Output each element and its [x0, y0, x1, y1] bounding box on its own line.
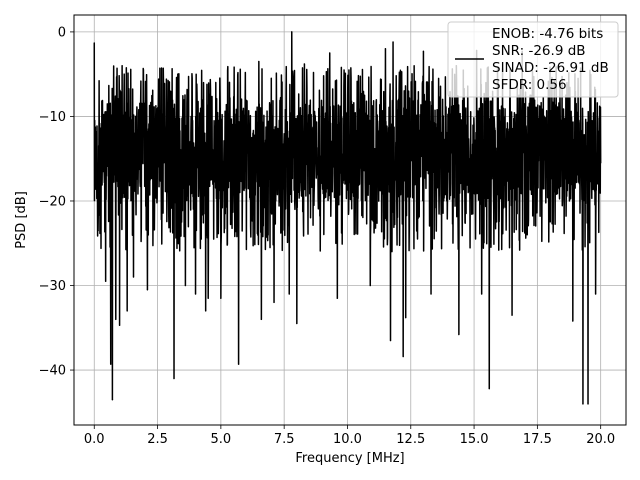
psd-dip-point	[511, 314, 513, 316]
psd-peak-point	[422, 50, 425, 52]
psd-dip-point	[173, 377, 175, 380]
x-tick-label: 5.0	[211, 432, 232, 447]
psd-dip-point	[194, 293, 197, 295]
psd-dip-point	[205, 310, 207, 312]
psd-dip-point	[220, 297, 222, 299]
psd-dip-point	[572, 320, 574, 322]
x-tick-label: 20.0	[586, 432, 615, 447]
psd-dip-point	[389, 339, 392, 342]
psd-peak-point	[93, 42, 95, 44]
x-tick-label: 7.5	[274, 432, 295, 447]
y-tick-label: −40	[39, 364, 66, 379]
psd-series	[93, 31, 602, 405]
psd-dip-point	[582, 403, 584, 405]
psd-dip-point	[595, 293, 597, 295]
legend-item-enob: ENOB: -4.76 bits	[492, 26, 603, 42]
psd-dip-point	[488, 388, 490, 390]
psd-peak-point	[384, 48, 387, 50]
psd-dip-point	[273, 301, 275, 304]
x-tick-label: 2.5	[147, 432, 168, 447]
y-axis-ticks: 0 −10 −20 −30 −40	[39, 25, 74, 379]
psd-dip-point	[184, 284, 187, 287]
psd-dip-point	[481, 293, 483, 295]
psd-peak-point	[177, 73, 179, 75]
y-tick-label: −10	[39, 110, 66, 125]
y-tick-label: 0	[58, 25, 66, 40]
psd-dip-point	[118, 324, 121, 326]
psd-peak-point	[303, 63, 306, 65]
psd-dip-point	[587, 403, 589, 405]
psd-dip-point	[132, 276, 135, 278]
x-axis-label: Frequency [MHz]	[295, 451, 404, 466]
psd-dip-point	[126, 310, 128, 312]
legend-box	[447, 21, 619, 98]
psd-dip-point	[111, 399, 114, 401]
psd-dip-point	[110, 363, 112, 365]
psd-dip-point	[146, 289, 149, 291]
x-tick-label: 15.0	[460, 432, 489, 447]
psd-dip-point	[288, 293, 290, 295]
psd-peak-point	[329, 52, 331, 54]
legend: ENOB: -4.76 bits SNR: -26.9 dB SINAD: -2…	[447, 21, 619, 98]
psd-peak-point	[121, 65, 123, 67]
y-tick-label: −20	[39, 194, 66, 209]
psd-dip-point	[405, 317, 407, 319]
legend-item-sinad: SINAD: -26.91 dB	[492, 60, 609, 76]
x-tick-label: 0.0	[84, 432, 105, 447]
psd-dip-point	[458, 333, 460, 336]
psd-dip-point	[115, 318, 117, 320]
y-tick-label: −30	[39, 279, 66, 294]
psd-dip-point	[237, 363, 240, 365]
plot-frame	[73, 14, 627, 426]
x-axis-ticks: 0.0 2.5 5.0 7.5 10.0 12.5 15.0 17.5 20.0	[84, 425, 615, 447]
legend-item-snr: SNR: -26.9 dB	[492, 43, 586, 59]
psd-dip-point	[296, 322, 298, 325]
x-tick-label: 10.0	[333, 432, 362, 447]
psd-dip-point	[97, 229, 99, 232]
x-tick-label: 17.5	[523, 432, 552, 447]
psd-dip-point	[336, 297, 338, 299]
psd-peak-point	[258, 60, 260, 63]
psd-line	[93, 31, 602, 405]
psd-dip-point	[207, 297, 209, 299]
x-tick-label: 12.5	[396, 432, 425, 447]
psd-dip-point	[105, 280, 107, 282]
psd-peak-point	[392, 41, 394, 43]
psd-dip-point	[402, 355, 404, 358]
legend-item-sfdr: SFDR: 0.56	[492, 77, 567, 93]
psd-dip-point	[430, 293, 432, 295]
psd-dip-point	[369, 284, 371, 287]
y-axis-label: PSD [dB]	[14, 191, 29, 249]
psd-dip-point	[260, 318, 262, 320]
psd-peak-point	[291, 31, 293, 33]
